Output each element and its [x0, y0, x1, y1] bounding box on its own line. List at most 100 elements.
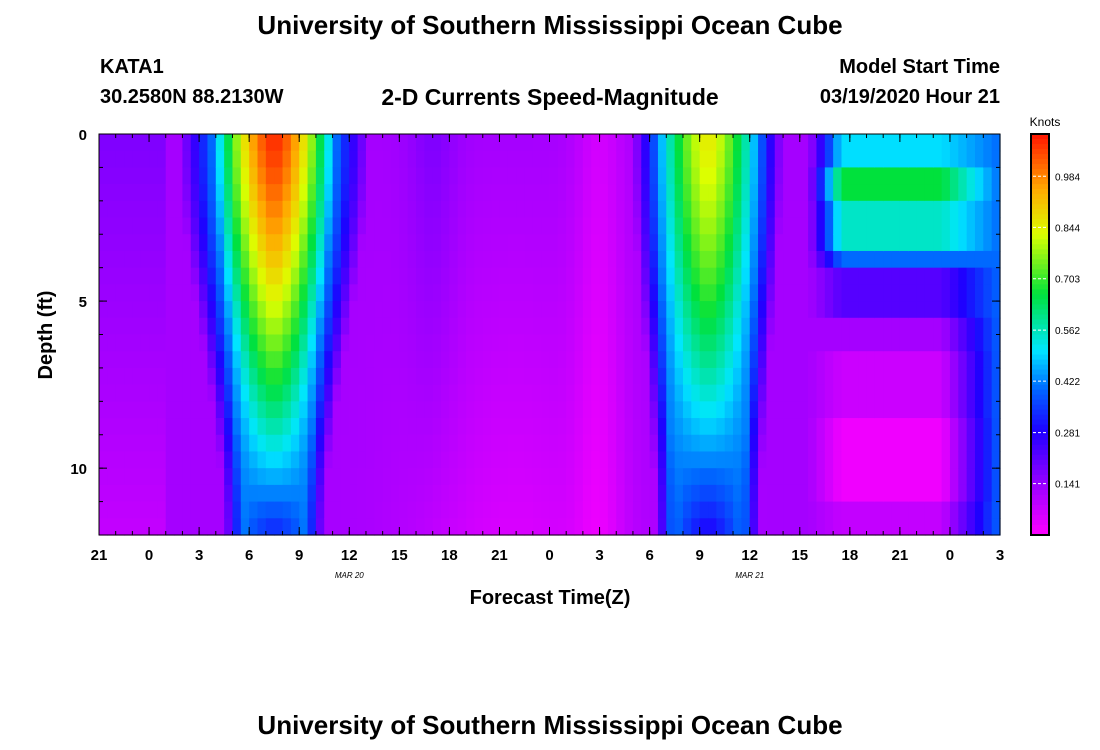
heatmap-cell: [524, 468, 534, 486]
colorbar-swatch: [1031, 384, 1049, 391]
heatmap-cell: [949, 451, 959, 469]
heatmap-cell: [174, 234, 184, 252]
heatmap-cell: [390, 418, 400, 436]
colorbar-swatch: [1031, 254, 1049, 260]
heatmap-cell: [591, 200, 601, 219]
heatmap-cell: [891, 418, 901, 436]
heatmap-cell: [599, 501, 609, 519]
heatmap-cell: [374, 267, 384, 285]
heatmap-cell: [983, 267, 993, 285]
heatmap-cell: [833, 451, 843, 469]
colorbar-swatch: [1031, 284, 1049, 290]
heatmap-cell: [891, 267, 901, 285]
heatmap-cell: [791, 384, 801, 402]
heatmap-cell: [599, 334, 609, 352]
heatmap-cell: [899, 434, 909, 453]
heatmap-cell: [199, 367, 209, 386]
heatmap-cell: [708, 451, 717, 469]
heatmap-cell: [599, 518, 609, 536]
colorbar-swatch: [1031, 194, 1049, 200]
heatmap-cell: [766, 217, 776, 235]
heatmap-cell: [99, 384, 108, 402]
heatmap-cell: [908, 317, 918, 336]
heatmap-cell: [724, 384, 734, 402]
heatmap-cell: [766, 418, 776, 436]
heatmap-cell: [682, 367, 692, 386]
heatmap-cell: [816, 167, 826, 185]
heatmap-cell: [499, 150, 509, 169]
heatmap-cell: [174, 301, 184, 319]
heatmap-cell: [282, 301, 292, 319]
heatmap-cell: [624, 334, 634, 352]
heatmap-cell: [582, 234, 592, 252]
heatmap-cell: [466, 167, 476, 185]
heatmap-cell: [215, 451, 225, 469]
heatmap-cell: [899, 200, 909, 219]
heatmap-cell: [708, 518, 717, 536]
heatmap-cell: [874, 184, 884, 202]
heatmap-cell: [157, 250, 167, 269]
heatmap-cell: [374, 167, 384, 185]
heatmap-cell: [833, 401, 843, 419]
heatmap-cell: [474, 200, 484, 219]
heatmap-cell: [866, 284, 876, 302]
heatmap-cell: [132, 401, 142, 419]
heatmap-cell: [933, 484, 943, 503]
heatmap-cell: [741, 501, 751, 519]
heatmap-cell: [315, 501, 325, 519]
heatmap-cell: [641, 150, 651, 169]
heatmap-cell: [883, 200, 893, 219]
heatmap-cell: [616, 384, 626, 402]
heatmap-cell: [641, 518, 651, 536]
heatmap-cell: [816, 484, 826, 503]
heatmap-cell: [532, 267, 542, 285]
heatmap-cell: [666, 167, 676, 185]
heatmap-cell: [232, 434, 242, 453]
heatmap-cell: [841, 334, 851, 352]
colorbar-swatch: [1031, 484, 1049, 491]
heatmap-cell: [641, 484, 651, 503]
heatmap-cell: [491, 167, 501, 185]
heatmap-cell: [182, 234, 192, 252]
heatmap-cell: [616, 484, 626, 503]
heatmap-cell: [958, 451, 968, 469]
heatmap-cell: [357, 351, 367, 369]
heatmap-cell: [724, 334, 734, 352]
heatmap-cell: [416, 284, 425, 302]
heatmap-cell: [449, 184, 459, 202]
heatmap-cell: [524, 384, 534, 402]
heatmap-cell: [799, 501, 809, 519]
heatmap-cell: [516, 501, 526, 519]
heatmap-cell: [541, 234, 551, 252]
heatmap-cell: [991, 317, 1001, 336]
heatmap-cell: [282, 200, 292, 219]
heatmap-cell: [190, 351, 200, 369]
heatmap-cell: [174, 484, 184, 503]
heatmap-cell: [374, 384, 384, 402]
heatmap-cell: [365, 351, 375, 369]
heatmap-cell: [924, 150, 934, 169]
heatmap-cell: [441, 167, 450, 185]
heatmap-cell: [516, 184, 526, 202]
heatmap-cell: [324, 234, 334, 252]
heatmap-cell: [532, 351, 542, 369]
heatmap-cell: [941, 234, 951, 252]
heatmap-cell: [824, 484, 834, 503]
heatmap-cell: [199, 250, 209, 269]
heatmap-cell: [607, 518, 617, 536]
heatmap-cell: [557, 367, 567, 386]
heatmap-cell: [682, 217, 692, 235]
heatmap-cell: [966, 200, 976, 219]
heatmap-cell: [140, 367, 150, 386]
heatmap-cell: [758, 301, 767, 319]
heatmap-cell: [974, 468, 984, 486]
heatmap-cell: [933, 134, 943, 152]
heatmap-cell: [908, 501, 918, 519]
x-tick-label: 21: [892, 547, 909, 564]
heatmap-cell: [249, 418, 259, 436]
heatmap-cell: [674, 501, 684, 519]
heatmap-cell: [457, 384, 467, 402]
heatmap-cell: [257, 334, 267, 352]
colorbar-swatch: [1031, 359, 1049, 366]
heatmap-cell: [883, 301, 893, 319]
